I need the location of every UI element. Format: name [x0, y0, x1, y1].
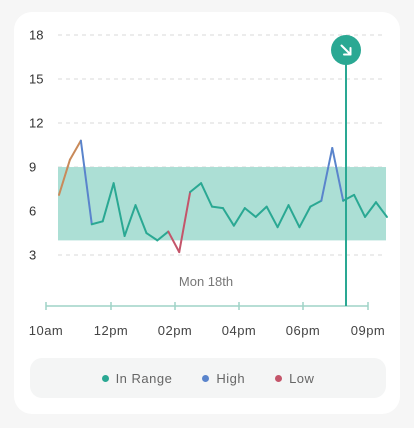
series-segment — [331, 146, 345, 202]
high-dot-icon — [202, 374, 210, 382]
series-segment — [243, 207, 257, 218]
arrow-down-right-icon — [340, 44, 352, 56]
series-segment — [309, 199, 323, 208]
y-tick-label: 9 — [29, 160, 36, 175]
y-axis: 18 15 12 9 6 3 — [29, 28, 43, 263]
series-segment — [79, 139, 93, 226]
x-tick-label: 06pm — [286, 323, 321, 338]
series-segment — [167, 230, 181, 254]
y-tick-label: 18 — [29, 28, 43, 43]
glucose-chart: 18 15 12 9 6 3 Mon 18th 10am 12pm 02pm 04pm 06pm 0… — [29, 28, 388, 338]
series-segment — [287, 204, 301, 229]
y-tick-label: 15 — [29, 72, 43, 87]
legend-label: In Range — [115, 370, 173, 386]
y-tick-label: 6 — [29, 204, 36, 219]
chart-card: 18 15 12 9 6 3 Mon 18th 10am 12pm 02pm 04pm 06pm 0… — [14, 12, 400, 414]
series-segment — [189, 182, 203, 193]
x-tick-label: 12pm — [94, 323, 129, 338]
series-segment — [265, 205, 279, 229]
x-tick-label: 04pm — [222, 323, 257, 338]
current-time-marker[interactable] — [331, 35, 361, 306]
series-segment — [232, 207, 246, 227]
date-label: Mon 18th — [179, 274, 233, 289]
series-segment — [200, 182, 214, 208]
series-segment — [101, 182, 115, 223]
series-segment — [145, 232, 159, 242]
x-tick-label: 10am — [29, 323, 64, 338]
legend-item-high[interactable]: High — [202, 371, 245, 386]
y-tick-label: 3 — [29, 248, 36, 263]
series-segment — [178, 190, 192, 254]
in-range-dot-icon — [101, 374, 109, 382]
series-segment — [58, 158, 71, 196]
series-segment — [298, 205, 312, 229]
series-segment — [123, 204, 137, 237]
series-segment — [353, 193, 367, 218]
legend-label: High — [216, 370, 246, 386]
series-segment — [211, 205, 224, 210]
series-segment — [68, 139, 82, 161]
series-segment — [374, 201, 388, 218]
series-segment — [254, 205, 268, 218]
x-tick-label: 09pm — [351, 323, 386, 338]
series-segment — [156, 230, 170, 242]
legend: In Range High Low — [30, 358, 386, 398]
series-segment — [134, 204, 148, 235]
series-segment — [364, 201, 377, 218]
x-axis: 10am 12pm 02pm 04pm 06pm 09pm — [29, 302, 386, 338]
series-segment — [112, 182, 126, 237]
legend-item-in-range[interactable]: In Range — [101, 370, 173, 386]
series-segment — [221, 207, 235, 227]
low-dot-icon — [275, 374, 283, 382]
glucose-series — [58, 139, 388, 254]
series-segment — [90, 220, 104, 226]
legend-item-low[interactable]: Low — [275, 371, 314, 386]
x-tick-label: 02pm — [158, 323, 193, 338]
series-segment — [320, 146, 334, 202]
target-range-band — [58, 167, 386, 241]
series-segment — [276, 204, 290, 229]
y-tick-label: 12 — [29, 116, 43, 131]
legend-label: Low — [289, 370, 315, 386]
